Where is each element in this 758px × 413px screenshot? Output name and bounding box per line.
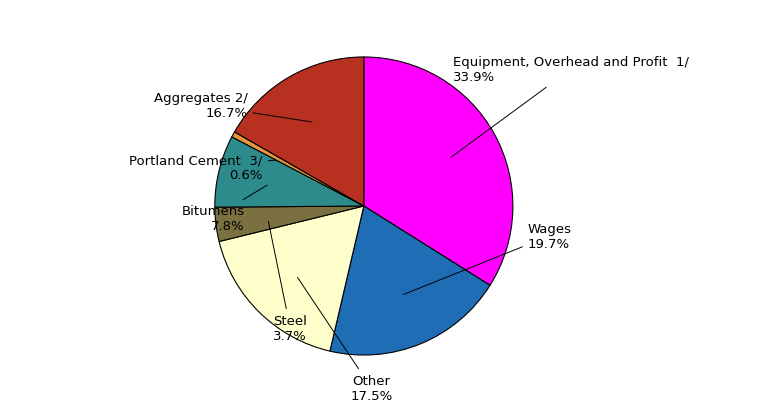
Wedge shape [232, 133, 364, 206]
Text: Aggregates 2/
16.7%: Aggregates 2/ 16.7% [154, 91, 312, 123]
Wedge shape [364, 58, 513, 286]
Wedge shape [215, 206, 364, 242]
Wedge shape [330, 206, 490, 355]
Wedge shape [234, 58, 364, 206]
Wedge shape [219, 206, 364, 351]
Text: Steel
3.7%: Steel 3.7% [268, 222, 307, 342]
Text: Portland Cement  3/
0.6%: Portland Cement 3/ 0.6% [129, 154, 276, 182]
Text: Other
17.5%: Other 17.5% [298, 278, 393, 402]
Text: Bitumens
7.8%: Bitumens 7.8% [181, 186, 268, 233]
Wedge shape [215, 138, 364, 208]
Text: Equipment, Overhead and Profit  1/
33.9%: Equipment, Overhead and Profit 1/ 33.9% [451, 56, 689, 158]
Text: Wages
19.7%: Wages 19.7% [403, 222, 572, 295]
